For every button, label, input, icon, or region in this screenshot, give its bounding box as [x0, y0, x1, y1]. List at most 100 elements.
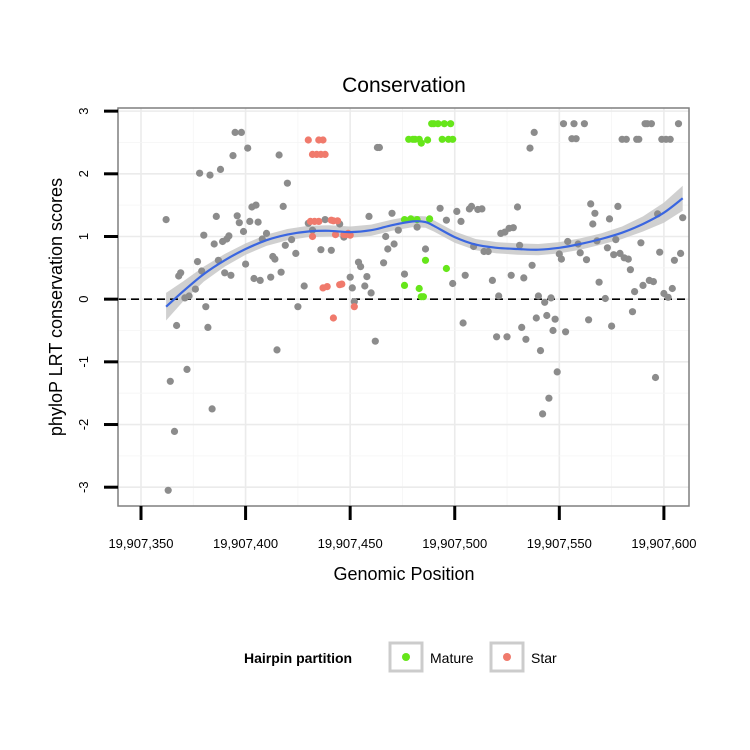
- data-point: [549, 326, 557, 335]
- data-point: [390, 240, 398, 248]
- data-point: [162, 216, 170, 224]
- data-point-star: [346, 231, 354, 239]
- data-point: [453, 207, 461, 215]
- data-point-mature: [400, 281, 409, 289]
- data-point: [572, 135, 580, 143]
- data-point: [225, 232, 233, 240]
- data-point: [292, 249, 300, 257]
- data-point-mature: [426, 215, 434, 223]
- data-point: [674, 120, 683, 128]
- legend-key-star-box: [489, 641, 525, 673]
- data-point: [382, 232, 390, 241]
- y-tick-label: -1: [76, 356, 91, 368]
- data-point: [204, 323, 212, 331]
- axes: 19,907,350 19,907,400 19,907,450 19,907,500…: [76, 108, 696, 551]
- data-point: [246, 217, 254, 225]
- data-point: [614, 202, 622, 210]
- data-point: [400, 270, 409, 278]
- data-point: [380, 259, 388, 267]
- data-point: [442, 216, 450, 224]
- data-point: [541, 298, 549, 306]
- data-point: [624, 255, 632, 263]
- x-tick-label: 19,907,350: [108, 536, 173, 551]
- data-point: [196, 169, 204, 177]
- data-point: [467, 202, 476, 210]
- legend-key-star-dot: [503, 653, 511, 661]
- data-point: [595, 278, 603, 286]
- data-point: [518, 323, 526, 331]
- data-point-star: [323, 283, 331, 291]
- data-point: [668, 284, 676, 293]
- data-point: [639, 281, 647, 289]
- data-point: [507, 271, 515, 279]
- data-point: [177, 269, 185, 277]
- data-point: [612, 236, 620, 244]
- data-point: [294, 303, 302, 311]
- data-point: [239, 227, 248, 236]
- data-point: [164, 486, 172, 494]
- data-point: [202, 303, 210, 311]
- data-point: [516, 241, 524, 249]
- data-point-star: [321, 150, 329, 158]
- data-point: [551, 315, 559, 323]
- data-point-mature: [424, 136, 432, 144]
- data-point-star: [304, 136, 312, 144]
- data-point: [244, 144, 252, 152]
- data-point: [208, 405, 216, 413]
- data-point: [545, 394, 553, 402]
- data-point: [185, 292, 193, 300]
- data-point-mature: [415, 284, 423, 293]
- data-point: [528, 261, 536, 269]
- data-point-mature: [449, 135, 457, 143]
- data-point: [547, 294, 555, 302]
- data-point: [484, 247, 492, 256]
- data-point: [626, 266, 635, 274]
- data-point: [628, 308, 637, 316]
- data-point: [436, 204, 444, 212]
- data-points: [162, 120, 687, 494]
- data-point: [166, 377, 174, 385]
- data-point: [503, 333, 511, 341]
- data-point: [666, 135, 674, 143]
- data-point-mature: [421, 256, 430, 264]
- data-point: [610, 251, 618, 259]
- data-point: [281, 241, 289, 249]
- data-point-star: [350, 303, 358, 311]
- data-point-mature: [417, 293, 425, 301]
- data-point: [534, 292, 543, 300]
- data-point: [237, 128, 245, 136]
- y-tick-label: 1: [76, 233, 91, 240]
- data-point: [532, 314, 540, 322]
- data-point: [183, 365, 191, 373]
- data-point-mature: [434, 120, 442, 128]
- chart-title: Conservation: [342, 74, 466, 97]
- data-point: [300, 282, 308, 290]
- data-point-mature: [438, 135, 446, 143]
- data-point: [557, 255, 566, 263]
- data-point: [459, 319, 467, 327]
- legend-label-mature: Mature: [430, 650, 474, 666]
- data-point-mature: [440, 120, 448, 128]
- data-point: [564, 237, 572, 246]
- x-tick-label: 19,907,400: [213, 536, 278, 551]
- data-point: [543, 311, 551, 320]
- data-point: [365, 212, 373, 220]
- data-point: [250, 274, 258, 283]
- data-point: [275, 151, 283, 159]
- data-point: [413, 223, 421, 231]
- data-point: [553, 368, 561, 376]
- data-point: [677, 249, 685, 257]
- data-point: [488, 276, 496, 284]
- data-point: [233, 212, 241, 220]
- data-point: [582, 256, 591, 264]
- data-point: [254, 218, 262, 226]
- data-point: [493, 333, 501, 341]
- x-tick-label: 19,907,550: [527, 536, 592, 551]
- data-point: [461, 271, 469, 279]
- data-point: [375, 143, 383, 152]
- x-axis-title: Genomic Position: [333, 564, 474, 584]
- data-point: [363, 273, 371, 281]
- data-point: [256, 276, 264, 284]
- data-point: [191, 285, 199, 293]
